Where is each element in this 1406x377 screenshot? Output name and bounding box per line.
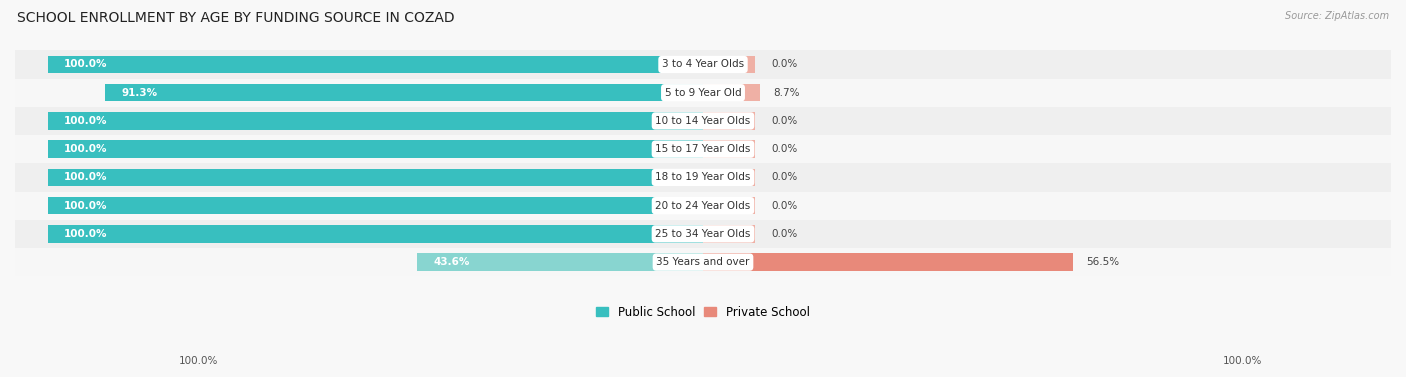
Legend: Public School, Private School: Public School, Private School: [593, 302, 813, 322]
Bar: [703, 84, 761, 101]
Bar: [48, 112, 703, 130]
Text: 100.0%: 100.0%: [65, 144, 108, 154]
Text: 25 to 34 Year Olds: 25 to 34 Year Olds: [655, 229, 751, 239]
Text: 56.5%: 56.5%: [1087, 257, 1119, 267]
Text: 0.0%: 0.0%: [772, 60, 799, 69]
Bar: [15, 220, 1391, 248]
Bar: [48, 140, 703, 158]
Bar: [703, 197, 755, 215]
Bar: [703, 169, 755, 186]
Text: 18 to 19 Year Olds: 18 to 19 Year Olds: [655, 172, 751, 182]
Text: Source: ZipAtlas.com: Source: ZipAtlas.com: [1285, 11, 1389, 21]
Bar: [105, 84, 703, 101]
Bar: [15, 248, 1391, 276]
Text: 0.0%: 0.0%: [772, 201, 799, 211]
Bar: [48, 169, 703, 186]
Text: 15 to 17 Year Olds: 15 to 17 Year Olds: [655, 144, 751, 154]
Bar: [48, 225, 703, 243]
Text: 100.0%: 100.0%: [65, 201, 108, 211]
Text: 0.0%: 0.0%: [772, 172, 799, 182]
Text: 100.0%: 100.0%: [65, 172, 108, 182]
Bar: [15, 78, 1391, 107]
Bar: [703, 225, 755, 243]
Bar: [15, 163, 1391, 192]
Text: 91.3%: 91.3%: [121, 88, 157, 98]
Text: 0.0%: 0.0%: [772, 229, 799, 239]
Text: 8.7%: 8.7%: [773, 88, 800, 98]
Text: 100.0%: 100.0%: [65, 229, 108, 239]
Text: 100.0%: 100.0%: [179, 356, 218, 366]
Text: 43.6%: 43.6%: [433, 257, 470, 267]
Bar: [418, 253, 703, 271]
Bar: [15, 135, 1391, 163]
Bar: [703, 112, 755, 130]
Text: SCHOOL ENROLLMENT BY AGE BY FUNDING SOURCE IN COZAD: SCHOOL ENROLLMENT BY AGE BY FUNDING SOUR…: [17, 11, 454, 25]
Bar: [48, 56, 703, 73]
Bar: [15, 107, 1391, 135]
Bar: [703, 253, 1073, 271]
Bar: [48, 197, 703, 215]
Text: 0.0%: 0.0%: [772, 116, 799, 126]
Bar: [703, 56, 755, 73]
Text: 100.0%: 100.0%: [65, 60, 108, 69]
Text: 100.0%: 100.0%: [65, 116, 108, 126]
Bar: [15, 192, 1391, 220]
Text: 10 to 14 Year Olds: 10 to 14 Year Olds: [655, 116, 751, 126]
Text: 3 to 4 Year Olds: 3 to 4 Year Olds: [662, 60, 744, 69]
Bar: [15, 51, 1391, 78]
Text: 35 Years and over: 35 Years and over: [657, 257, 749, 267]
Bar: [703, 140, 755, 158]
Text: 0.0%: 0.0%: [772, 144, 799, 154]
Text: 100.0%: 100.0%: [1223, 356, 1263, 366]
Text: 20 to 24 Year Olds: 20 to 24 Year Olds: [655, 201, 751, 211]
Text: 5 to 9 Year Old: 5 to 9 Year Old: [665, 88, 741, 98]
